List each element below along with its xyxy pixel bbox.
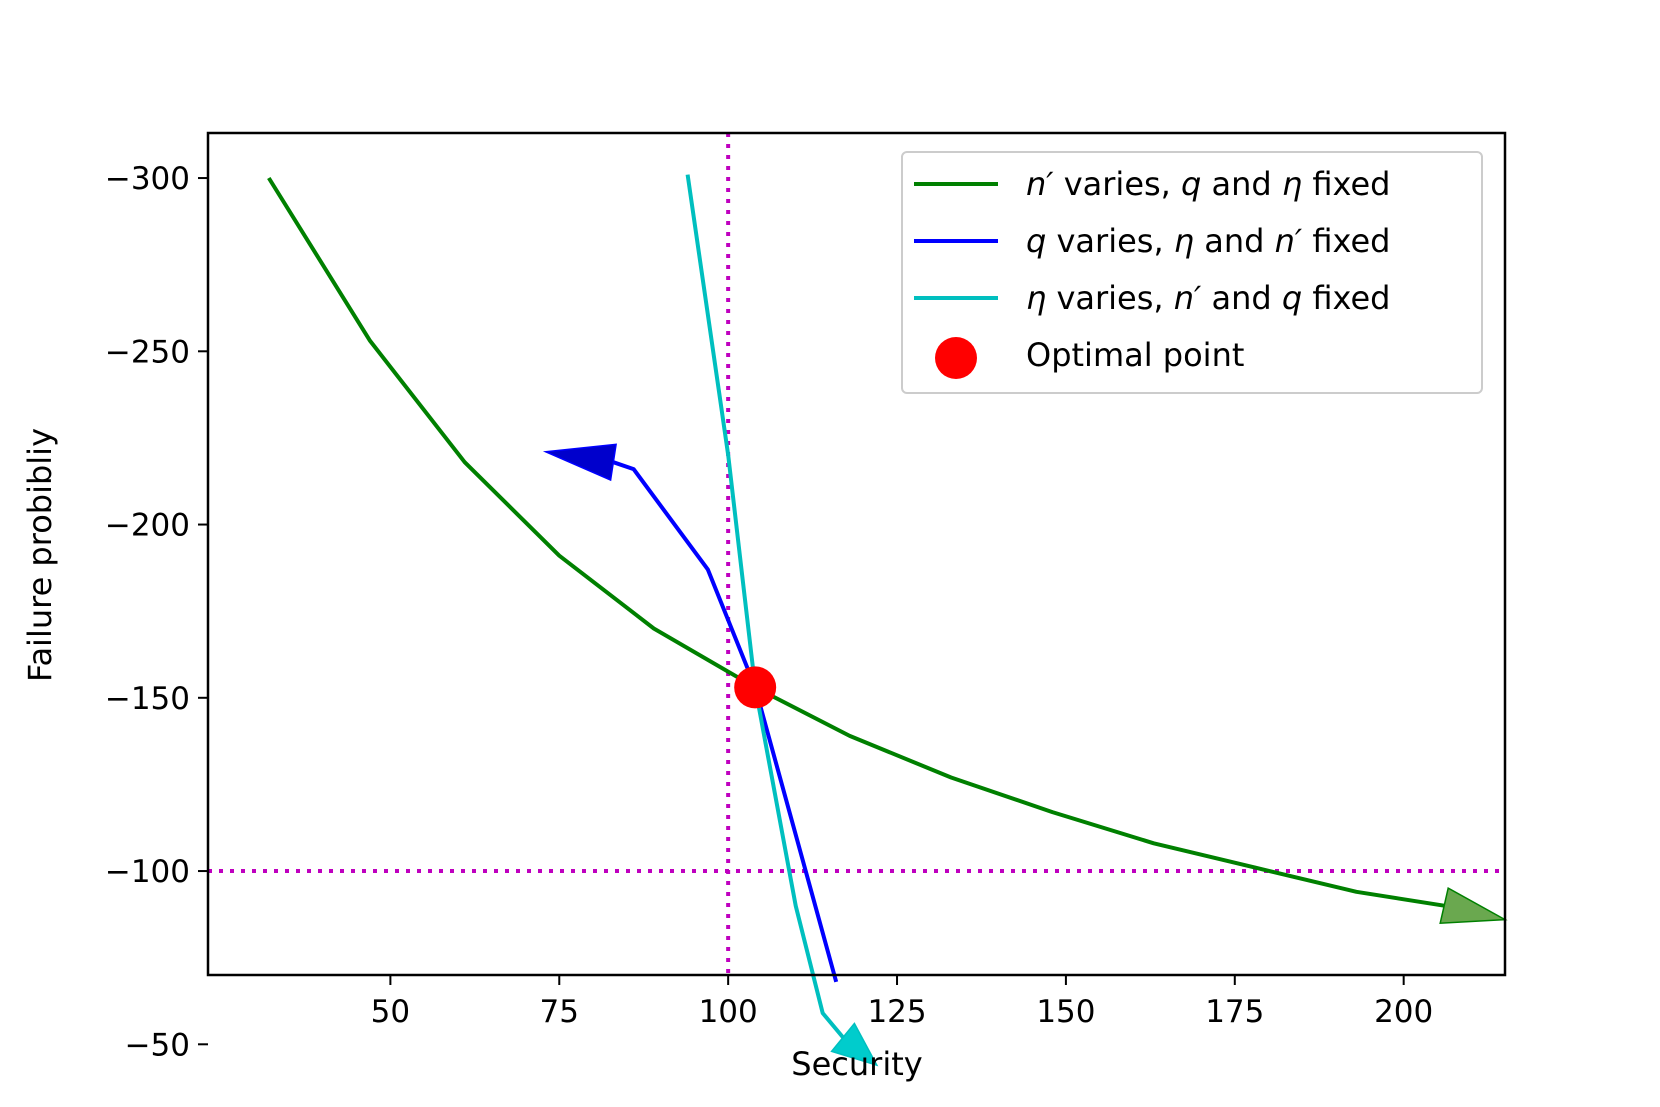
y-tick-label: −300 [105,161,190,197]
y-tick-label: −250 [105,334,190,370]
series-arrow-2 [542,443,617,482]
x-axis-label: Security [791,1045,922,1083]
series-line-2 [612,460,839,983]
legend-label-2: q varies, η and n′ fixed [1026,222,1390,260]
series-arrow-3 [830,1022,879,1067]
legend-box [901,151,1483,394]
y-tick-label: −100 [105,854,190,890]
axes-frame [206,131,1507,977]
legend-label-optimal-point: Optimal point [1026,336,1244,374]
y-tick-label: −150 [105,681,190,717]
y-axis-label: Failure probibliy [21,428,59,682]
x-tick-label: 100 [699,994,758,1030]
legend-swatch-optimal-point [935,337,977,379]
x-tick-label: 200 [1374,994,1433,1030]
x-tick-label: 175 [1205,994,1264,1030]
y-tick-label: −50 [125,1027,190,1063]
x-tick-label: 150 [1036,994,1095,1030]
legend: n′ varies, q and η fixed q varies, η and … [901,151,1483,394]
optimal-point-marker [734,666,777,709]
x-tick-label: 125 [867,994,926,1030]
legend-label-3: η varies, n′ and q fixed [1026,279,1390,317]
series-line-1 [267,176,1445,908]
series-line-3 [685,174,845,1039]
x-tick-label: 75 [540,994,579,1030]
x-tick-label: 50 [371,994,410,1030]
y-tick-label: −200 [105,508,190,544]
legend-label-1: n′ varies, q and η fixed [1026,165,1390,203]
plot-area [208,133,1508,1067]
axes: Security Failure probibliy 50 75 100 125 150… [21,131,1507,1083]
series-arrow-1 [1439,886,1508,925]
